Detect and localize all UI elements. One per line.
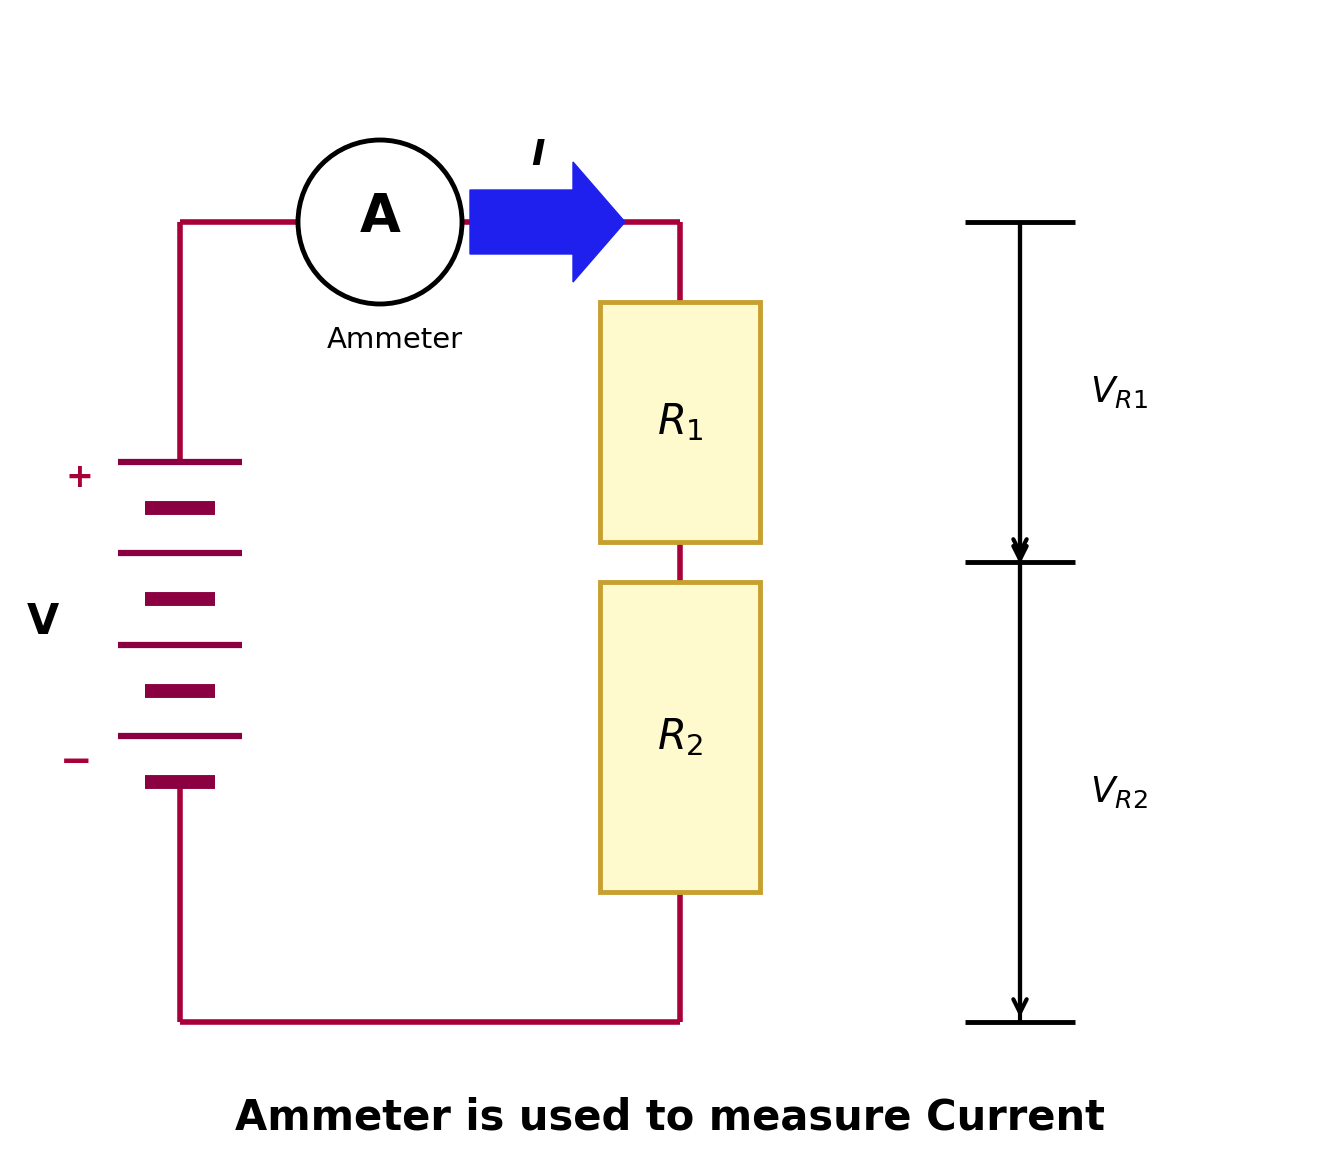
Text: Ammeter: Ammeter <box>327 326 464 354</box>
Text: $V_{R2}$: $V_{R2}$ <box>1089 774 1148 810</box>
Text: $R_1$: $R_1$ <box>657 401 704 443</box>
Text: A: A <box>359 191 401 243</box>
Text: $V_{R1}$: $V_{R1}$ <box>1089 374 1148 410</box>
Text: −: − <box>60 743 92 781</box>
Text: V: V <box>27 601 59 643</box>
FancyArrow shape <box>470 162 624 282</box>
Bar <box>600 582 760 892</box>
Text: Ammeter is used to measure Current: Ammeter is used to measure Current <box>234 1096 1105 1138</box>
Bar <box>600 302 760 541</box>
Text: +: + <box>66 461 92 493</box>
Text: I: I <box>531 138 544 172</box>
Text: $R_2$: $R_2$ <box>657 716 704 758</box>
Circle shape <box>297 139 462 304</box>
